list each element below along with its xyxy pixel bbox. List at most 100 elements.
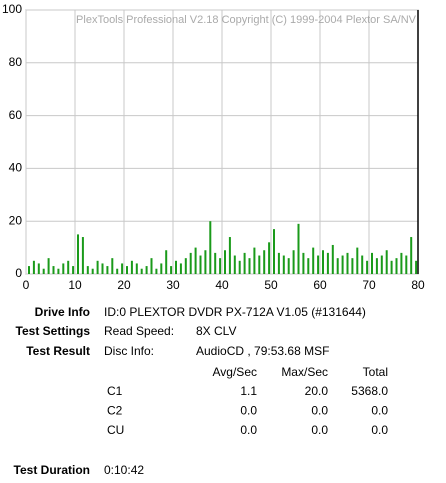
table-cell: 0.0 [240, 404, 257, 418]
table-cell: 0.0 [371, 404, 388, 418]
bar [116, 268, 119, 274]
row-label: CU [107, 423, 124, 437]
bar [385, 250, 388, 274]
table-cell: 5368.0 [351, 384, 388, 398]
bar [209, 221, 212, 274]
bar [346, 252, 349, 274]
info-label: Test Duration [14, 463, 90, 477]
bar [312, 247, 315, 274]
bar [263, 250, 266, 274]
bar [317, 255, 320, 274]
y-tick-label: 80 [9, 55, 23, 69]
bar [150, 258, 153, 274]
bar [62, 263, 65, 274]
bar [258, 255, 261, 274]
bar [322, 250, 324, 274]
x-tick-label: 60 [313, 278, 327, 292]
bar [356, 247, 359, 274]
bar [380, 255, 383, 274]
bar [145, 266, 148, 274]
bar [336, 258, 339, 274]
x-tick-label: 0 [23, 278, 30, 292]
bar [204, 250, 207, 274]
info-label: Test Result [26, 344, 90, 358]
x-tick-label: 20 [117, 278, 131, 292]
x-tick-label: 50 [264, 278, 278, 292]
table-cell: 0.0 [240, 423, 257, 437]
x-tick-label: 80 [411, 278, 425, 292]
bar [111, 258, 114, 274]
table-header: Avg/Sec [213, 365, 257, 379]
table-cell: 20.0 [305, 384, 329, 398]
bar [199, 255, 202, 274]
bar [32, 260, 35, 274]
y-tick-label: 60 [9, 108, 23, 122]
bar [121, 263, 124, 274]
bar [160, 263, 163, 274]
bar [238, 260, 241, 274]
info-label: Drive Info [35, 305, 90, 319]
bar [390, 260, 393, 274]
bar [331, 244, 334, 274]
bar [292, 250, 295, 274]
info-key: Read Speed: [104, 324, 174, 338]
bar [101, 263, 104, 274]
bar [155, 268, 158, 274]
bar [307, 258, 310, 274]
bar [302, 252, 305, 274]
bar [165, 250, 168, 274]
bar [253, 247, 256, 274]
bar [37, 263, 40, 274]
table-cell: 0.0 [371, 423, 388, 437]
bar [243, 252, 246, 274]
bar [415, 260, 418, 274]
bar [410, 237, 413, 274]
bar [96, 260, 99, 274]
bar [179, 263, 182, 274]
bar [126, 266, 128, 274]
bar [184, 258, 187, 274]
info-value: AudioCD , 79:53.68 MSF [196, 344, 329, 358]
bar [86, 266, 89, 274]
bar [375, 258, 378, 274]
bar [28, 266, 30, 274]
y-tick-label: 100 [2, 2, 22, 16]
bar [277, 252, 280, 274]
table-cell: 0.0 [311, 404, 328, 418]
bar [130, 260, 133, 274]
bar [140, 268, 143, 274]
bar [282, 255, 285, 274]
x-tick-label: 10 [68, 278, 82, 292]
bar [42, 268, 45, 274]
bar [351, 258, 354, 274]
bar [248, 258, 251, 274]
bar [52, 266, 55, 274]
x-tick-label: 30 [166, 278, 180, 292]
y-tick-label: 0 [15, 266, 22, 280]
row-label: C2 [107, 404, 123, 418]
bar [47, 258, 50, 274]
bar [297, 223, 300, 274]
bar [135, 263, 138, 274]
bar [395, 258, 398, 274]
bar [405, 255, 408, 274]
bar [268, 242, 271, 274]
bar [287, 258, 290, 274]
bar [106, 266, 109, 274]
bar [189, 252, 192, 274]
bar [228, 237, 231, 274]
table-header: Total [363, 365, 388, 379]
bar [77, 234, 79, 274]
bar [326, 252, 329, 274]
bar [91, 268, 94, 274]
bar [67, 260, 70, 274]
info-value: ID:0 PLEXTOR DVDR PX-712A V1.05 (#131644… [104, 305, 366, 319]
bar [81, 237, 84, 274]
bar [214, 252, 217, 274]
y-tick-label: 20 [9, 213, 23, 227]
info-key: Disc Info: [104, 344, 154, 358]
bar [341, 255, 344, 274]
bar [170, 266, 173, 274]
y-tick-label: 40 [9, 161, 23, 175]
